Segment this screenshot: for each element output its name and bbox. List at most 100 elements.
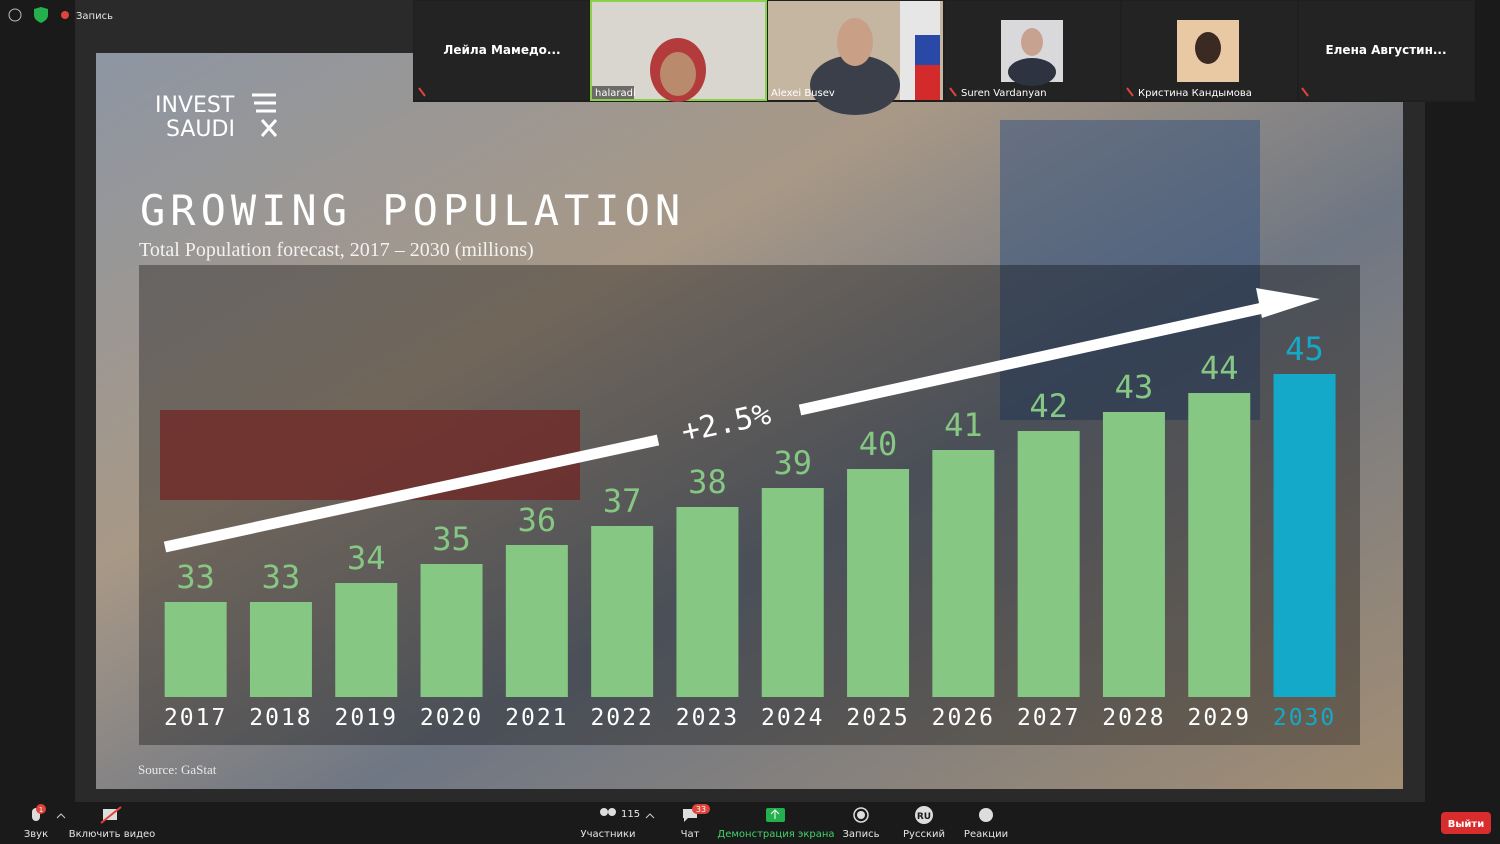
info-icon[interactable] xyxy=(8,8,22,22)
tile[interactable] xyxy=(414,1,589,100)
reactions-icon[interactable] xyxy=(979,808,993,822)
bar xyxy=(761,488,824,697)
value-label: 35 xyxy=(432,520,471,558)
bar xyxy=(932,450,995,697)
value-label: 40 xyxy=(859,425,898,463)
slide: INVEST SAUDI GROWING POPULATION Total Po… xyxy=(96,53,1403,789)
flag xyxy=(915,65,940,100)
badge xyxy=(692,804,710,814)
security-icon[interactable] xyxy=(34,7,48,23)
x-tick-label: 2028 xyxy=(1102,705,1165,731)
chart-subtitle: Total Population forecast, 2017 – 2030 (… xyxy=(139,239,534,261)
value-label: 41 xyxy=(944,406,983,444)
logo-text: SAUDI xyxy=(166,117,235,142)
x-tick-label: 2029 xyxy=(1188,705,1251,731)
logo-mark xyxy=(252,93,278,137)
bar xyxy=(676,507,739,697)
chart-title: GROWING POPULATION xyxy=(140,186,685,235)
bar xyxy=(335,583,398,697)
avatar xyxy=(1008,58,1056,86)
value-label: 45 xyxy=(1285,330,1324,368)
value-label: 43 xyxy=(1115,368,1154,406)
x-tick-label: 2025 xyxy=(846,705,909,731)
audio-button[interactable]: Звук xyxy=(24,829,48,840)
audio-badge: 1 xyxy=(39,806,43,814)
language-button[interactable]: Русский xyxy=(903,829,945,840)
name-tag-bg xyxy=(592,86,634,99)
recording-label: Запись xyxy=(76,11,113,22)
x-tick-label: 2018 xyxy=(249,705,312,731)
participant-name: Елена Августин... xyxy=(1325,43,1446,57)
x-tick-label: 2021 xyxy=(505,705,568,731)
value-label: 42 xyxy=(1029,387,1068,425)
bar-chart: 33 2017 33 2018 34 2019 35 2020 36 2021 37 2022 38 20… xyxy=(164,330,1336,731)
bar xyxy=(1102,412,1165,697)
avatar xyxy=(1021,28,1043,56)
value-label: 36 xyxy=(518,501,557,539)
bar xyxy=(1273,374,1336,697)
participant-name: Suren Vardanyan xyxy=(961,88,1047,99)
x-tick-label: 2017 xyxy=(164,705,227,731)
badge xyxy=(36,804,46,814)
x-tick-label: 2019 xyxy=(335,705,398,731)
share-button[interactable]: Демонстрация экрана xyxy=(717,829,834,840)
tile[interactable] xyxy=(1299,1,1474,100)
value-label: 37 xyxy=(603,482,642,520)
person xyxy=(660,52,696,96)
avatar xyxy=(1195,32,1221,64)
x-tick-label: 2022 xyxy=(590,705,653,731)
trend-arrow xyxy=(163,296,1292,553)
video-button[interactable]: Включить видео xyxy=(69,829,156,840)
chevron[interactable] xyxy=(645,813,655,819)
flag xyxy=(915,35,940,65)
value-label: 44 xyxy=(1200,349,1239,387)
value-label: 33 xyxy=(262,558,301,596)
x-tick-label: 2027 xyxy=(1017,705,1080,731)
language-icon[interactable] xyxy=(915,806,933,824)
person xyxy=(837,18,873,66)
participants-button[interactable]: Участники xyxy=(580,829,635,840)
x-tick-label: 2030 xyxy=(1273,705,1336,731)
x-tick-label: 2024 xyxy=(761,705,824,731)
video-off xyxy=(100,806,122,824)
trend-arrowhead xyxy=(1256,288,1320,318)
reactions-button[interactable]: Реакции xyxy=(964,829,1008,840)
bar xyxy=(1017,431,1080,697)
bar xyxy=(1188,393,1251,697)
photo-shape xyxy=(1000,120,1260,420)
x-tick-label: 2023 xyxy=(676,705,739,731)
value-label: 39 xyxy=(773,444,812,482)
chat-button[interactable]: Чат xyxy=(681,829,700,840)
x-tick-label: 2026 xyxy=(932,705,995,731)
participant-strip: Лейла Мамедо... halaradi Alexei Busev Su… xyxy=(413,0,1475,115)
leave-button[interactable] xyxy=(1441,812,1491,834)
source: Source: GaStat xyxy=(138,762,217,777)
person xyxy=(810,55,900,115)
chat-badge: 33 xyxy=(696,805,706,814)
participant-name: Лейла Мамедо... xyxy=(443,43,560,57)
value-label: 33 xyxy=(176,558,215,596)
bar xyxy=(591,526,654,697)
video-icon[interactable] xyxy=(103,809,117,820)
participant-count: 115 xyxy=(621,809,640,820)
bar xyxy=(164,602,227,697)
leave-label: Выйти xyxy=(1448,819,1484,830)
language-code: RU xyxy=(917,812,931,822)
record-icon[interactable] xyxy=(853,807,869,823)
participants-icon[interactable] xyxy=(600,808,608,816)
record-button[interactable]: Запись xyxy=(843,829,880,840)
share-arrow xyxy=(770,809,780,819)
participants-icon xyxy=(608,808,616,816)
participant-name: Кристина Кандымова xyxy=(1138,88,1252,99)
value-label: 34 xyxy=(347,539,386,577)
participant-name: Alexei Busev xyxy=(771,88,835,99)
toolbar-bg xyxy=(0,802,1500,844)
bar xyxy=(847,469,910,697)
chevron[interactable] xyxy=(56,813,66,819)
bar xyxy=(505,545,568,697)
logo-text: INVEST xyxy=(155,93,235,118)
bar xyxy=(420,564,483,697)
muted-icon xyxy=(418,87,1309,97)
toolbar: 1 Звук Включить видео 115 Участники 33 Ч… xyxy=(0,802,1500,844)
